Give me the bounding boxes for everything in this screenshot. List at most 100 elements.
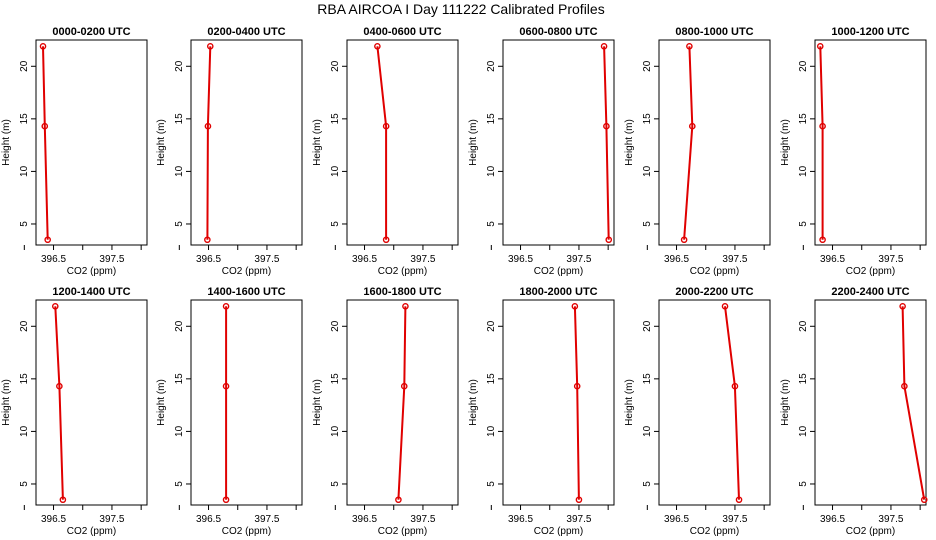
profile-point — [731, 382, 739, 390]
x-tick-label: 397.5 — [410, 254, 435, 265]
y-axis-label: Height (m) — [780, 379, 791, 426]
y-tick-label: 20 — [798, 320, 809, 332]
plot-frame — [346, 39, 459, 246]
figure-title: RBA AIRCOA I Day 111222 Calibrated Profi… — [317, 1, 604, 17]
panel-title: 0200-0400 UTC — [207, 26, 285, 38]
y-tick-label: 5 — [174, 221, 185, 227]
profile-point — [901, 382, 908, 390]
profile-point — [41, 122, 49, 130]
x-tick-label: 397.5 — [254, 254, 279, 265]
y-tick-label: 10 — [19, 165, 30, 177]
profile-line — [376, 46, 388, 240]
y-tick-label: 20 — [642, 60, 653, 72]
y-axis-label: Height (m) — [468, 119, 479, 166]
x-tick-label: 397.5 — [410, 514, 435, 525]
x-tick-label: 397.5 — [878, 514, 903, 525]
y-axis-label: Height (m) — [312, 379, 323, 426]
profile-point — [222, 496, 230, 504]
panel-title: 0600-0800 UTC — [519, 26, 597, 38]
profile-point — [400, 382, 408, 390]
y-tick-label: 20 — [174, 320, 185, 332]
y-tick-label: 10 — [798, 425, 809, 437]
panel-title: 1200-1400 UTC — [52, 286, 130, 298]
profile-point — [603, 122, 610, 130]
plot-frame — [35, 299, 148, 506]
y-tick-label: 10 — [174, 425, 185, 437]
plot-frame — [814, 299, 927, 506]
x-axis-label: CO2 (ppm) — [67, 266, 116, 277]
panel-title: 2000-2200 UTC — [675, 286, 753, 298]
x-tick-label: 396.5 — [41, 254, 66, 265]
x-tick-label: 396.5 — [352, 254, 377, 265]
x-axis-label: CO2 (ppm) — [67, 526, 116, 537]
profile-line — [819, 46, 824, 240]
profile-line — [603, 46, 610, 240]
y-tick-label: 5 — [174, 481, 185, 487]
x-tick-label: 396.5 — [664, 254, 689, 265]
y-tick-label: 5 — [486, 221, 497, 227]
x-tick-label: 396.5 — [196, 254, 221, 265]
y-axis-label: Height (m) — [468, 379, 479, 426]
y-tick-label: 10 — [486, 165, 497, 177]
y-tick-label: 5 — [330, 481, 341, 487]
x-axis-label: CO2 (ppm) — [846, 526, 895, 537]
profile-line — [683, 46, 694, 240]
plot-frame — [346, 299, 459, 506]
panel-title: 1800-2000 UTC — [519, 286, 597, 298]
y-tick-label: 20 — [486, 60, 497, 72]
profile-point — [575, 496, 583, 504]
x-tick-label: 397.5 — [878, 254, 903, 265]
y-tick-label: 10 — [19, 425, 30, 437]
y-tick-label: 5 — [486, 481, 497, 487]
x-tick-label: 397.5 — [99, 254, 124, 265]
profile-point — [402, 303, 409, 310]
y-tick-label: 20 — [19, 320, 30, 332]
plot-frame — [502, 299, 615, 506]
panel-title: 1400-1600 UTC — [207, 286, 285, 298]
plot-frame — [190, 39, 303, 246]
y-tick-label: 15 — [486, 373, 497, 385]
plot-frame — [658, 39, 771, 246]
x-axis-label: CO2 (ppm) — [378, 526, 427, 537]
y-tick-label: 5 — [19, 221, 30, 227]
profile-point — [735, 496, 743, 504]
y-tick-label: 20 — [486, 320, 497, 332]
profile-point — [920, 496, 928, 504]
profile-point — [689, 122, 696, 130]
x-tick-label: 397.5 — [566, 514, 591, 525]
x-tick-label: 397.5 — [566, 254, 591, 265]
profile-point — [395, 496, 402, 504]
y-tick-label: 5 — [642, 221, 653, 227]
panel-title: 1600-1800 UTC — [363, 286, 441, 298]
x-tick-label: 396.5 — [196, 514, 221, 525]
x-axis-label: CO2 (ppm) — [846, 266, 895, 277]
y-axis-label: Height (m) — [156, 119, 167, 166]
y-axis-label: Height (m) — [312, 119, 323, 166]
y-tick-label: 15 — [174, 113, 185, 125]
profile-point — [59, 496, 67, 504]
profile-point — [819, 236, 826, 244]
y-tick-label: 20 — [19, 60, 30, 72]
y-tick-label: 15 — [19, 113, 30, 125]
profile-line — [901, 306, 926, 500]
profile-point — [204, 122, 212, 130]
y-tick-label: 5 — [19, 481, 30, 487]
plot-frame — [190, 299, 303, 506]
y-tick-label: 20 — [798, 60, 809, 72]
y-tick-label: 20 — [642, 320, 653, 332]
y-tick-label: 20 — [174, 60, 185, 72]
x-axis-label: CO2 (ppm) — [690, 526, 739, 537]
panel-title: 1000-1200 UTC — [831, 26, 909, 38]
profile-point — [899, 303, 906, 310]
y-tick-label: 5 — [330, 221, 341, 227]
panel-title: 0800-1000 UTC — [675, 26, 753, 38]
y-tick-label: 10 — [642, 165, 653, 177]
